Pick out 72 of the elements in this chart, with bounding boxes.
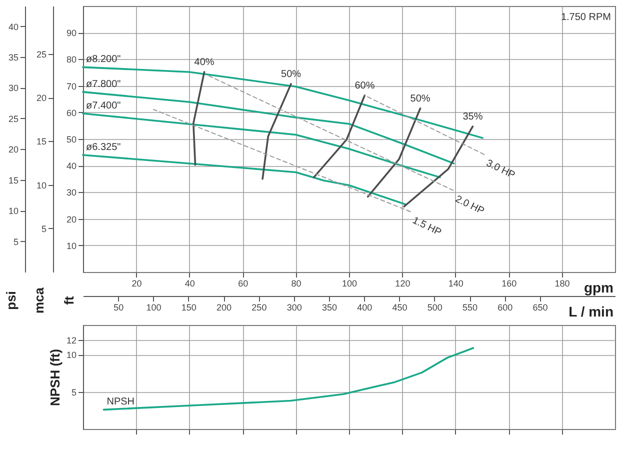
y-tick-label: 30 <box>66 188 76 198</box>
y-tick-label: 10 <box>66 240 76 251</box>
y2-tick-label: 35 <box>8 52 18 62</box>
x2-tick-label: 200 <box>216 302 232 312</box>
y2-axis-title: psi <box>4 291 18 310</box>
y2-tick-label: 40 <box>8 22 18 32</box>
x-tick-label: 20 <box>132 278 142 288</box>
text: 3.0 HP <box>484 158 517 182</box>
line-series <box>102 347 474 411</box>
y-tick-label: 50 <box>66 134 76 144</box>
x2-tick-label: 500 <box>427 302 442 312</box>
y-tick-label: 12 <box>66 335 76 346</box>
y-tick-label: 70 <box>66 81 76 92</box>
x-tick-label: 140 <box>448 278 464 288</box>
x2-tick-label: 350 <box>322 302 337 312</box>
x-axis-title: gpm <box>584 280 614 296</box>
y3-tick-label: 5 <box>41 224 46 234</box>
x2-tick-label: 600 <box>498 302 513 312</box>
x-tick-label: 160 <box>502 278 517 288</box>
y3-tick-label: 15 <box>36 136 46 147</box>
line-series <box>82 112 441 178</box>
y2-tick-label: 20 <box>8 144 18 155</box>
y2-tick-label: 30 <box>8 83 18 94</box>
y-tick-label: 60 <box>66 108 76 118</box>
series-label: 60% <box>354 80 375 92</box>
y-axis-title: ft <box>62 296 76 305</box>
x2-tick-label: 100 <box>146 302 162 312</box>
x2-tick-label: 50 <box>114 302 124 312</box>
line-series <box>82 66 484 139</box>
series-label: 50% <box>281 68 302 80</box>
x2-tick-label: 650 <box>532 302 548 312</box>
x-tick-label: 180 <box>554 278 570 288</box>
y3-tick-label: 10 <box>36 180 46 190</box>
x-tick-label: 40 <box>184 278 195 288</box>
x2-axis-title: L / min <box>568 304 614 320</box>
series-label: ø7.400" <box>86 100 122 112</box>
series-label: ø7.800" <box>86 78 122 90</box>
x2-tick-label: 450 <box>392 302 408 312</box>
series-label: NPSH <box>106 396 135 408</box>
series-label: ø6.325" <box>86 142 122 153</box>
x2-tick-label: 250 <box>252 302 267 312</box>
x-tick-label: 60 <box>238 278 248 288</box>
y2-tick-label: 25 <box>8 114 18 124</box>
y-tick-label: 5 <box>71 387 76 398</box>
x2-tick-label: 300 <box>286 302 302 312</box>
text: 1.5 HP <box>410 215 444 239</box>
x2-tick-label: 400 <box>357 302 372 312</box>
series-label: ø8.200" <box>86 54 122 66</box>
y3-tick-label: 25 <box>36 49 46 60</box>
series-label: 50% <box>410 93 430 104</box>
y2-tick-label: 15 <box>8 175 18 186</box>
y-tick-label: 80 <box>66 54 76 65</box>
line-series <box>82 154 407 206</box>
y3-tick-label: 20 <box>36 93 46 104</box>
x2-tick-label: 550 <box>462 302 478 312</box>
x-tick-label: 80 <box>291 278 302 288</box>
x-tick-label: 120 <box>395 278 410 288</box>
text: 2.0 HP <box>453 194 486 218</box>
line-series <box>82 91 455 164</box>
x2-tick-label: 150 <box>181 302 196 312</box>
y-tick-label: 40 <box>66 161 76 172</box>
x-tick-label: 100 <box>342 278 358 288</box>
y-tick-label: 10 <box>66 350 76 360</box>
series-label: 40% <box>194 56 214 68</box>
y-tick-label: 20 <box>66 214 76 224</box>
y-tick-label: 90 <box>66 28 76 38</box>
series-label: 35% <box>462 112 483 122</box>
annotation: 1.750 RPM <box>560 12 611 23</box>
y2-tick-label: 10 <box>8 206 18 216</box>
y-axis-title: NPSH (ft) <box>47 348 62 406</box>
y2-tick-label: 5 <box>13 236 18 247</box>
y3-axis-title: mca <box>32 286 46 314</box>
